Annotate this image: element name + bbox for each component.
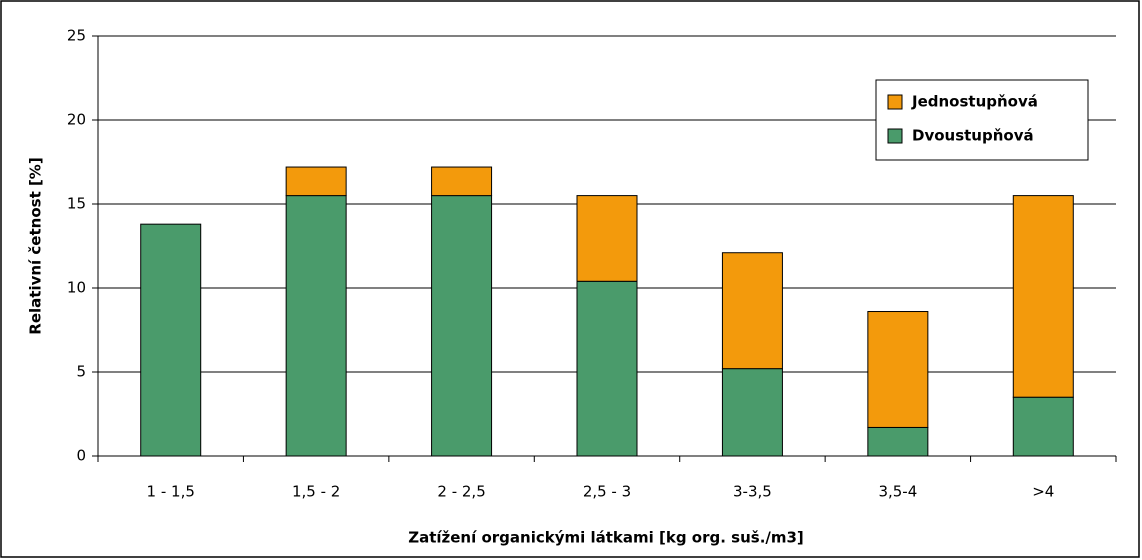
x-tick-label: >4 bbox=[1032, 483, 1054, 501]
bar-segment bbox=[1012, 195, 1074, 398]
bar-segment bbox=[1012, 396, 1074, 457]
legend-swatch bbox=[887, 94, 903, 110]
y-tick-label: 5 bbox=[76, 363, 86, 381]
x-tick-label: 2 - 2,5 bbox=[437, 483, 485, 501]
bar-segment bbox=[285, 166, 347, 197]
x-tick-label: 2,5 - 3 bbox=[583, 483, 631, 501]
bar-segment bbox=[867, 311, 929, 428]
legend-box bbox=[875, 79, 1089, 161]
y-tick-label: 15 bbox=[67, 195, 86, 213]
bar-segment bbox=[431, 166, 493, 197]
legend-swatch bbox=[887, 128, 903, 144]
y-tick-label: 20 bbox=[67, 111, 86, 129]
legend-label: Dvoustupňová bbox=[912, 127, 1034, 145]
x-tick-label: 3,5-4 bbox=[878, 483, 917, 501]
legend-label: Jednostupňová bbox=[911, 93, 1038, 111]
bar-segment bbox=[721, 368, 783, 457]
bar-segment bbox=[721, 252, 783, 370]
y-tick-label: 25 bbox=[67, 27, 86, 45]
bar-segment bbox=[285, 195, 347, 457]
y-tick-label: 10 bbox=[67, 279, 86, 297]
bar-segment bbox=[140, 223, 202, 457]
bar-segment bbox=[431, 195, 493, 457]
y-tick-label: 0 bbox=[76, 447, 86, 465]
x-axis-label: Zatížení organickými látkami [kg org. su… bbox=[408, 529, 804, 547]
x-tick-label: 1,5 - 2 bbox=[292, 483, 340, 501]
x-tick-label: 1 - 1,5 bbox=[147, 483, 195, 501]
y-axis-label: Relativní četnost [%] bbox=[27, 157, 45, 334]
bar-segment bbox=[867, 426, 929, 457]
bar-segment bbox=[576, 195, 638, 282]
bar-segment bbox=[576, 280, 638, 457]
x-tick-label: 3-3,5 bbox=[733, 483, 772, 501]
